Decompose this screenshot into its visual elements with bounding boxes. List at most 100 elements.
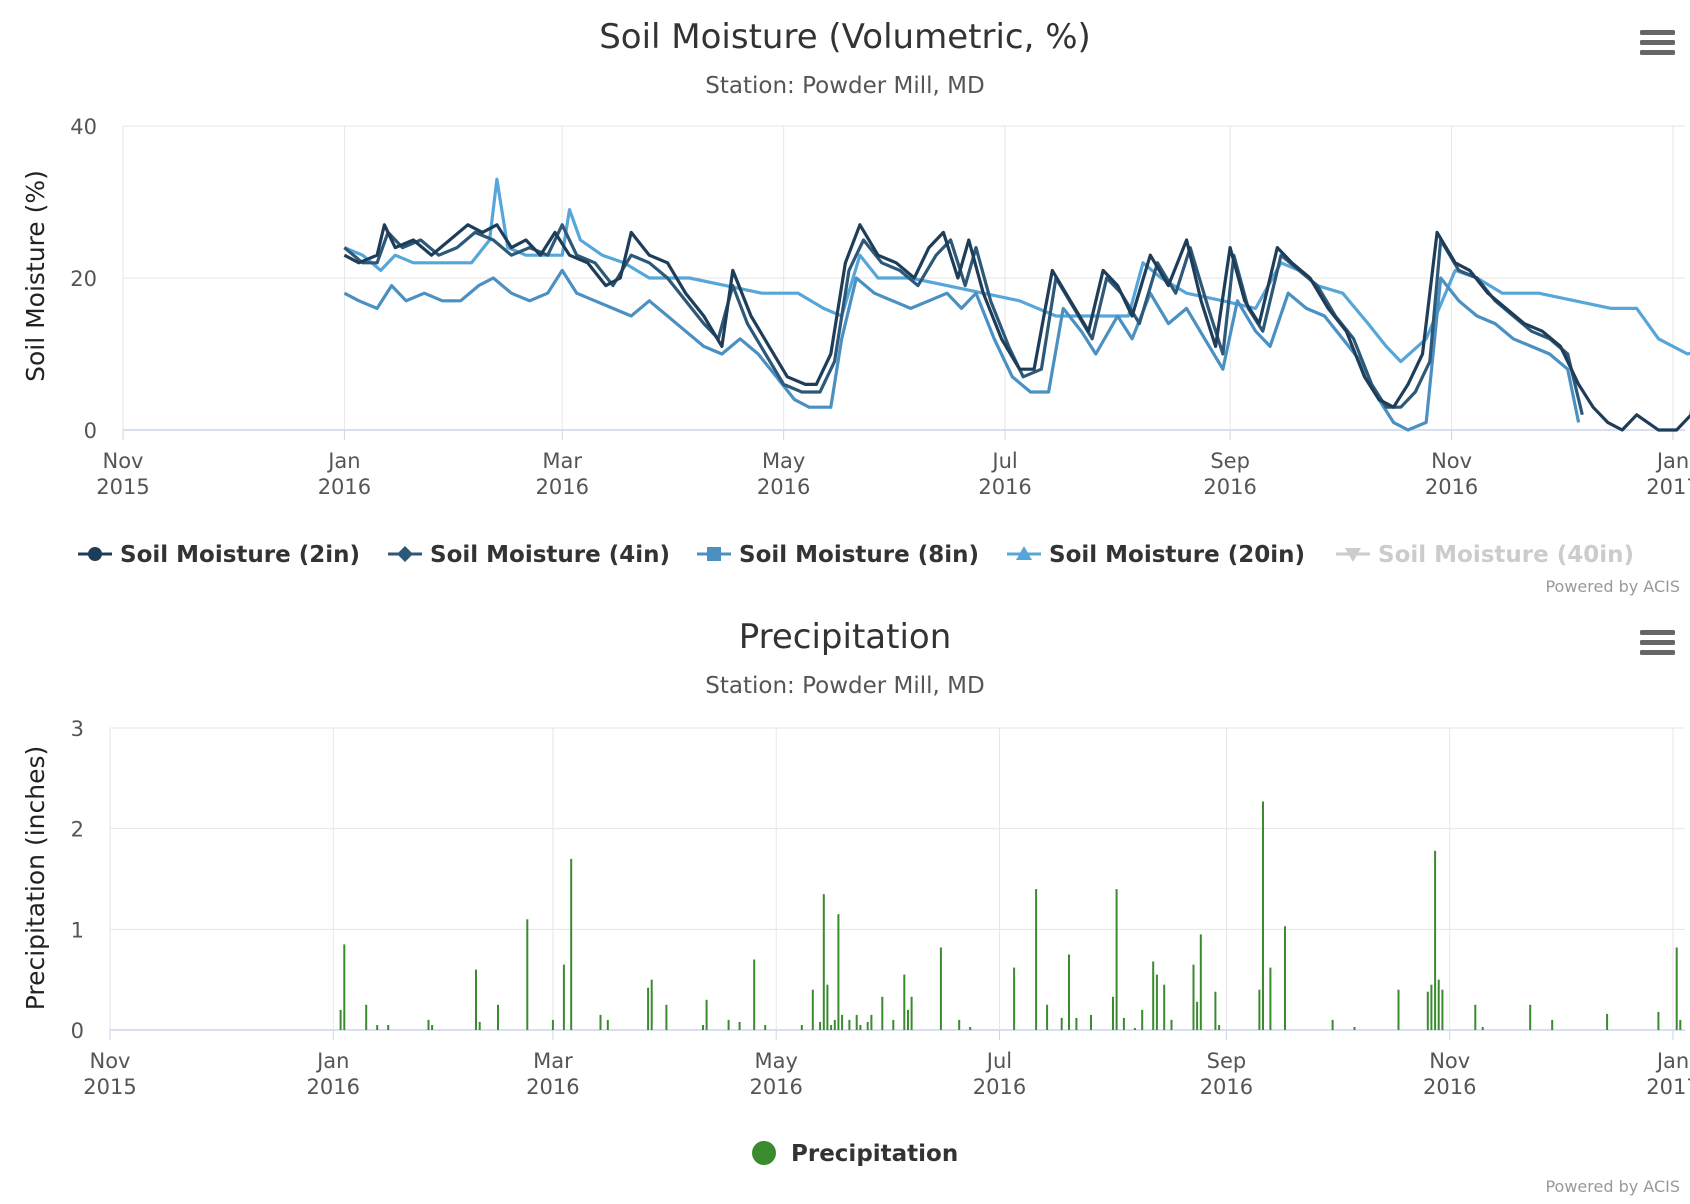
precip-bar: [1258, 989, 1261, 1030]
soil-legend-item[interactable]: Soil Moisture (2in): [78, 542, 360, 568]
precip-x-tick-label: Mar 2016: [526, 1049, 579, 1099]
precip-bar: [376, 1025, 379, 1030]
soil-chart-menu-button[interactable]: [1630, 22, 1678, 62]
precip-bar: [1437, 979, 1440, 1030]
soil-legend: Soil Moisture (2in) Soil Moisture (4in) So…: [78, 542, 1634, 568]
legend-marker-icon: [88, 547, 102, 561]
precip-legend-item[interactable]: Precipitation: [752, 1141, 958, 1167]
soil-series-line: [343, 177, 1690, 364]
soil-x-tick-label: Nov 2015: [96, 449, 149, 499]
precip-bar: [475, 969, 477, 1030]
precip-bar: [1068, 954, 1070, 1030]
precip-bar: [939, 947, 942, 1030]
soil-x-tick-year: 2016: [1203, 475, 1256, 499]
soil-legend-label: Soil Moisture (2in): [120, 542, 360, 568]
precip-bar: [855, 1014, 858, 1030]
soil-legend-item[interactable]: Soil Moisture (20in): [1007, 542, 1305, 568]
precip-bar: [650, 979, 653, 1030]
precip-bar: [1133, 1028, 1136, 1030]
soil-x-tick-label: Sep 2016: [1203, 449, 1256, 499]
precip-chart-subtitle: Station: Powder Mill, MD: [705, 673, 984, 699]
precip-bar: [427, 1019, 430, 1030]
precip-x-tick-month: Jul: [985, 1049, 1012, 1073]
soil-x-tick-month: May: [762, 449, 805, 473]
precip-bar: [1331, 1019, 1334, 1030]
precip-bar: [1075, 1017, 1078, 1030]
precip-x-tick-year: 2017: [1646, 1075, 1690, 1099]
soil-x-tick-month: Jan: [1655, 449, 1689, 473]
precip-bar: [526, 919, 529, 1030]
soil-legend-label: Soil Moisture (8in): [739, 542, 979, 568]
soil-legend-item[interactable]: Soil Moisture (8in): [697, 542, 979, 568]
soil-legend-item[interactable]: Soil Moisture (4in): [388, 542, 670, 568]
precip-x-tick-year: 2016: [749, 1075, 802, 1099]
precip-bar: [1434, 850, 1437, 1030]
precip-bar: [753, 959, 756, 1030]
soil-x-tick-year: 2015: [96, 475, 149, 499]
precip-bar: [1606, 1013, 1609, 1030]
soil-x-tick-label: Jul 2016: [978, 449, 1031, 499]
legend-marker-icon: [707, 547, 721, 561]
precip-bar: [727, 1019, 730, 1030]
soil-legend-label: Soil Moisture (20in): [1049, 542, 1305, 568]
soil-x-tick-label: May 2016: [757, 449, 810, 499]
precip-grid: [109, 727, 1685, 1031]
soil-chart-credit[interactable]: Powered by ACIS: [1545, 577, 1680, 596]
precip-x-tick-label: Jan2017: [1646, 1049, 1690, 1099]
legend-marker-icon: [397, 546, 413, 562]
precip-bar: [1441, 989, 1444, 1030]
precip-bar: [702, 1025, 704, 1030]
precip-bars: [339, 801, 1682, 1030]
precip-x-tick-year: 2016: [526, 1075, 579, 1099]
soil-x-tick-label: Jan2017: [1646, 449, 1690, 499]
soil-series-line: [343, 223, 1690, 432]
precip-bar: [1013, 967, 1016, 1030]
precip-x-tick-label: Nov 2015: [83, 1049, 136, 1099]
soil-x-tick-label: Jan 2016: [318, 449, 371, 499]
soil-x-tick-year: 2016: [757, 475, 810, 499]
precip-chart-credit[interactable]: Powered by ACIS: [1545, 1177, 1680, 1196]
soil-x-tick-year: 2016: [978, 475, 1031, 499]
precip-bar: [841, 1014, 844, 1030]
precip-y-tick-label: 3: [71, 717, 84, 741]
soil-x-tick-month: Mar: [542, 449, 582, 473]
precip-bar: [1397, 989, 1400, 1030]
precip-x-tick-month: Nov: [90, 1049, 131, 1073]
precip-chart-menu-button[interactable]: [1630, 622, 1678, 662]
precip-bar: [1529, 1004, 1532, 1030]
precip-x-tick-year: 2015: [83, 1075, 136, 1099]
precip-bar: [1152, 961, 1155, 1030]
precip-bar: [647, 987, 650, 1030]
precip-y-axis-title: Precipitation (inches): [21, 746, 50, 1011]
precip-bar: [800, 1025, 803, 1030]
precip-bar: [599, 1014, 602, 1030]
soil-x-tick-label: Nov 2016: [1425, 449, 1478, 499]
soil-y-tick-label: 0: [84, 419, 97, 443]
precip-x-tick-year: 2016: [307, 1075, 360, 1099]
soil-y-tick-label: 20: [70, 267, 97, 291]
precip-x-tick-month: Jan: [315, 1049, 349, 1073]
soil-x-tick-month: Nov: [1431, 449, 1472, 473]
precip-bar: [365, 1004, 368, 1030]
precip-bar: [1430, 984, 1433, 1030]
precip-chart-title: Precipitation: [739, 617, 952, 657]
precip-bar: [866, 1021, 869, 1030]
precip-bar: [387, 1025, 390, 1030]
precip-bar: [910, 996, 913, 1030]
legend-marker-icon: [1016, 546, 1032, 560]
precip-x-tick-month: Mar: [533, 1049, 573, 1073]
precip-bar: [562, 964, 565, 1030]
soil-legend-item[interactable]: Soil Moisture (40in): [1336, 542, 1634, 568]
precip-bar: [837, 914, 840, 1030]
precip-bar: [1170, 1019, 1173, 1030]
precip-x-tick-month: Jan: [1655, 1049, 1689, 1073]
precip-bar: [969, 1027, 972, 1030]
precip-bar: [1060, 1017, 1063, 1030]
precip-bar: [1426, 991, 1429, 1030]
legend-circle-icon: [752, 1141, 776, 1165]
precip-bar: [892, 1019, 895, 1030]
soil-x-tick-label: Mar 2016: [536, 449, 589, 499]
soil-x-tick-year: 2016: [1425, 475, 1478, 499]
